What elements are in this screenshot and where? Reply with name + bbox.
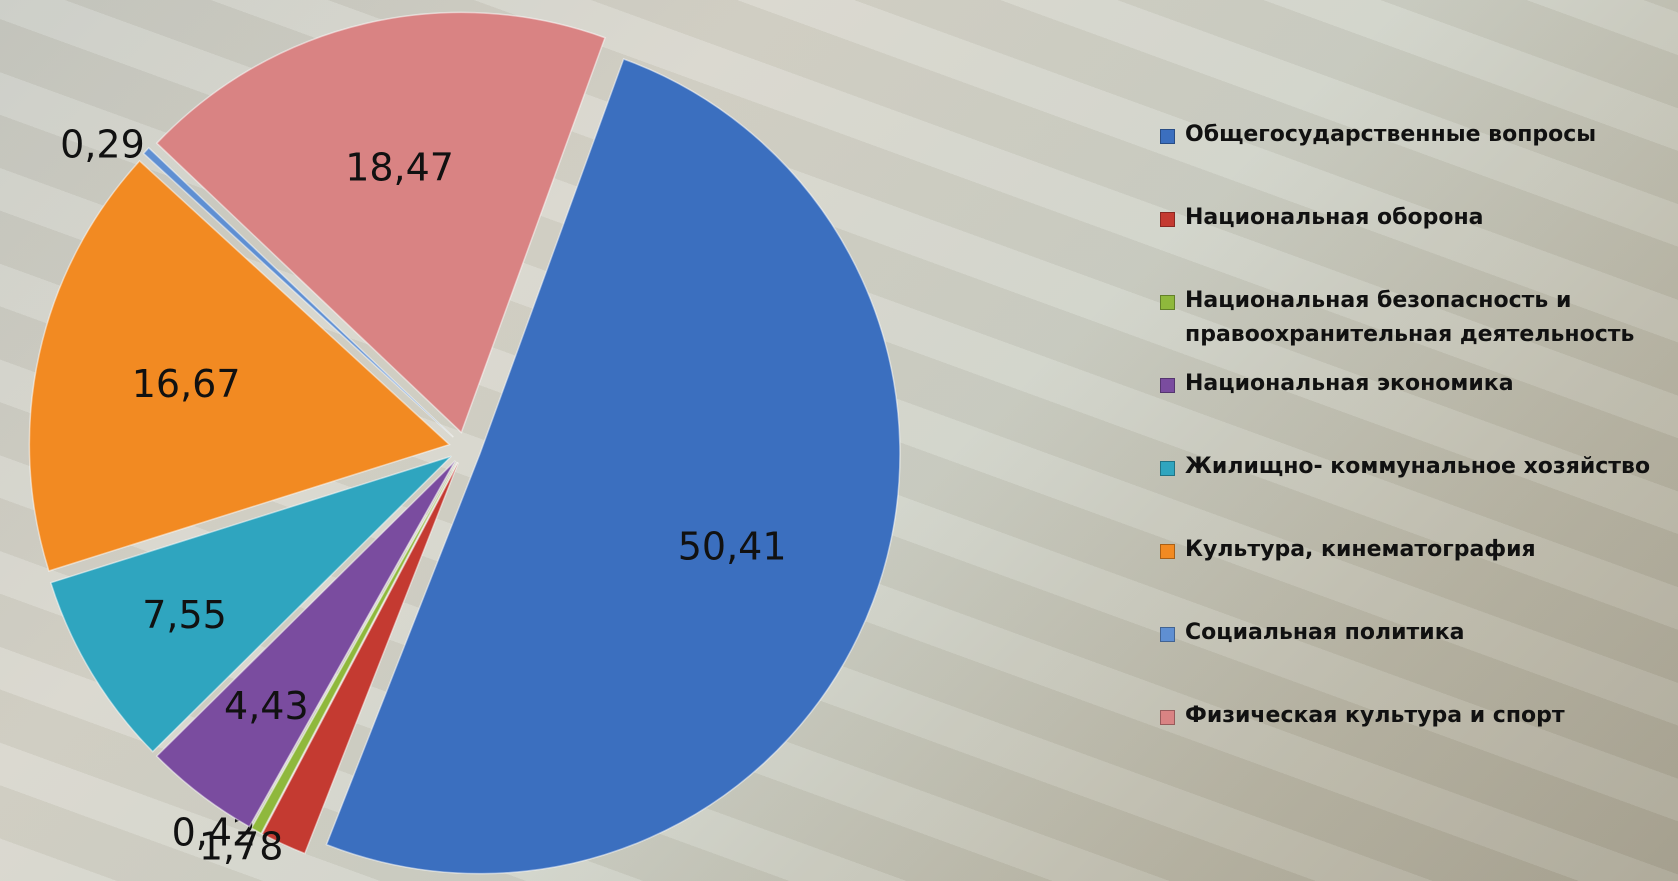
legend-swatch xyxy=(1160,295,1175,310)
legend-label: Национальная безопасность и правоохранит… xyxy=(1185,284,1670,352)
data-label: 50,41 xyxy=(678,525,787,569)
legend-item: Национальная экономика xyxy=(1160,367,1670,450)
legend-swatch xyxy=(1160,710,1175,725)
legend-item: Жилищно- коммунальное хозяйство xyxy=(1160,450,1670,533)
legend-item: Физическая культура и спорт xyxy=(1160,699,1670,782)
legend-swatch xyxy=(1160,544,1175,559)
data-label: 4,43 xyxy=(224,684,309,728)
legend-swatch xyxy=(1160,461,1175,476)
page: 50,411,780,424,437,5516,670,2918,47 Обще… xyxy=(0,0,1678,881)
legend-item: Национальная оборона xyxy=(1160,201,1670,284)
data-label: 18,47 xyxy=(345,145,454,189)
legend-label: Общегосударственные вопросы xyxy=(1185,118,1596,152)
legend-item: Общегосударственные вопросы xyxy=(1160,118,1670,201)
legend-label: Социальная политика xyxy=(1185,616,1464,650)
legend-swatch xyxy=(1160,212,1175,227)
legend: Общегосударственные вопросы Национальная … xyxy=(1160,118,1670,782)
legend-swatch xyxy=(1160,129,1175,144)
data-label: 16,67 xyxy=(132,362,241,406)
legend-label: Физическая культура и спорт xyxy=(1185,699,1565,733)
legend-item: Национальная безопасность и правоохранит… xyxy=(1160,284,1670,367)
legend-item: Культура, кинематография xyxy=(1160,533,1670,616)
data-label: 7,55 xyxy=(142,593,227,637)
legend-label: Культура, кинематография xyxy=(1185,533,1536,567)
legend-swatch xyxy=(1160,378,1175,393)
data-label: 0,29 xyxy=(60,123,145,167)
legend-label: Жилищно- коммунальное хозяйство xyxy=(1185,450,1650,484)
legend-label: Национальная экономика xyxy=(1185,367,1514,401)
legend-item: Социальная политика xyxy=(1160,616,1670,699)
legend-label: Национальная оборона xyxy=(1185,201,1484,235)
legend-swatch xyxy=(1160,627,1175,642)
